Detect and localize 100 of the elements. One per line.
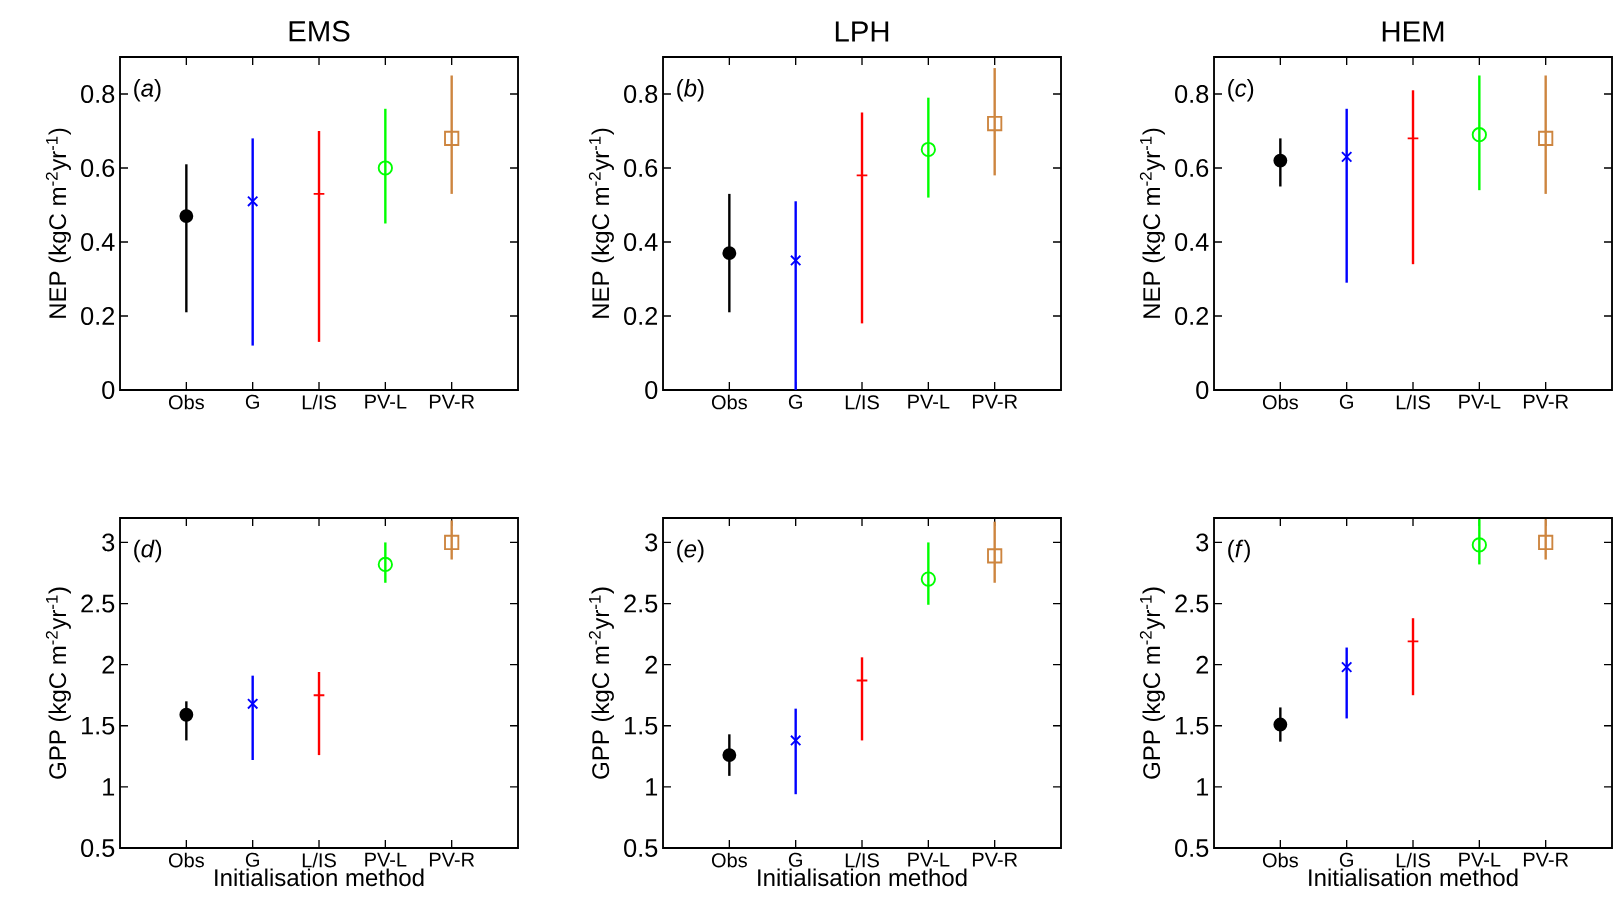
point	[377, 556, 393, 573]
y-tick-label: 2.5	[1175, 594, 1209, 613]
point	[179, 209, 194, 224]
y-tick-label: 0.5	[1175, 839, 1209, 857]
y-axis-title: GPP (kgC m$^{-2}$yr$^{-1}$)	[588, 587, 614, 779]
point	[987, 115, 1003, 132]
x-tick-label: L/IS	[302, 852, 336, 868]
x-tick-label: PV-R	[1523, 852, 1569, 867]
x-tick-label: G	[788, 394, 802, 409]
point	[987, 548, 1003, 564]
y-tick-label: 0.4	[81, 233, 115, 251]
annotation: (c)	[1228, 79, 1254, 102]
y-tick-label: 2.5	[81, 594, 115, 613]
point	[920, 141, 936, 158]
y-tick-label: 2.5	[624, 594, 658, 613]
x-tick-label: PV-L	[365, 852, 407, 867]
annotation: (d)	[134, 539, 162, 563]
y-axis-title: NEP (kgC m$^{-2}$yr$^{-1}$)	[45, 128, 71, 318]
annotation: (b)	[677, 79, 704, 102]
point	[179, 707, 194, 722]
y-tick-label: 0.8	[624, 85, 658, 103]
y-tick-label: 2	[645, 655, 658, 674]
y-tick-label: 0.4	[624, 233, 658, 251]
x-tick-label: G	[788, 852, 802, 867]
point	[1273, 717, 1288, 732]
y-tick-label: 0	[102, 381, 115, 399]
y-tick-label: 2	[1196, 655, 1209, 674]
y-tick-label: 3	[1196, 533, 1209, 552]
annotation: (f)	[1228, 539, 1250, 563]
point	[444, 534, 460, 551]
y-tick-label: 0.8	[1175, 85, 1209, 103]
x-tick-label: PV-R	[429, 394, 475, 409]
x-tick-label: G	[1339, 394, 1353, 409]
x-tick-label: L/IS	[1396, 852, 1430, 868]
point	[377, 160, 393, 176]
y-tick-label: 1	[103, 778, 115, 796]
y-tick-label: 0.2	[1175, 307, 1209, 325]
x-tick-label: G	[245, 852, 259, 867]
point	[722, 246, 737, 261]
point	[1341, 151, 1353, 163]
x-tick-label: PV-R	[972, 852, 1018, 867]
x-tick-label: Obs	[1262, 852, 1298, 868]
x-tick-label: L/IS	[845, 394, 879, 410]
point	[1538, 130, 1554, 146]
y-tick-label: 0.4	[1175, 233, 1209, 251]
y-axis-title: GPP (kgC m$^{-2}$yr$^{-1}$)	[1139, 587, 1165, 779]
x-tick-label: L/IS	[1396, 394, 1430, 410]
point	[1538, 534, 1554, 551]
point	[920, 571, 936, 587]
y-tick-label: 0.8	[81, 85, 115, 103]
y-tick-label: 0	[645, 381, 658, 399]
chart-title: HEM	[1382, 21, 1444, 42]
y-tick-label: 0.6	[81, 159, 115, 177]
x-tick-label: PV-L	[908, 394, 950, 409]
y-tick-label: 3	[102, 533, 115, 552]
x-tick-label: Obs	[168, 394, 204, 410]
y-tick-label: 0.5	[81, 839, 115, 857]
y-tick-label: 0.6	[624, 159, 658, 177]
x-tick-label: G	[1339, 852, 1353, 867]
y-tick-label: 0.6	[1175, 159, 1209, 177]
x-tick-label: PV-R	[972, 394, 1018, 409]
point	[247, 698, 259, 710]
y-axis-title: GPP (kgC m$^{-2}$yr$^{-1}$)	[45, 587, 71, 779]
point	[1341, 661, 1353, 673]
y-tick-label: 3	[645, 533, 658, 552]
y-tick-label: 1.5	[82, 716, 115, 735]
x-tick-label: Obs	[711, 852, 747, 868]
annotation: (a)	[134, 79, 161, 102]
y-tick-label: 0.2	[81, 307, 115, 325]
chart-title: LPH	[835, 21, 889, 42]
x-tick-label: L/IS	[302, 394, 336, 410]
x-tick-label: PV-L	[1459, 852, 1501, 867]
y-tick-label: 1.5	[1176, 716, 1209, 735]
annotation: (e)	[677, 539, 704, 563]
point	[247, 195, 259, 207]
x-tick-label: G	[245, 394, 259, 409]
y-tick-label: 1.5	[625, 716, 658, 735]
point	[1471, 537, 1487, 553]
y-tick-label: 1	[1197, 778, 1209, 796]
point	[790, 254, 802, 267]
x-tick-label: Obs	[168, 852, 204, 868]
x-tick-label: PV-L	[1459, 394, 1501, 409]
y-tick-label: 2	[102, 655, 115, 674]
x-tick-label: PV-R	[1523, 394, 1569, 409]
chart-title: EMS	[289, 20, 350, 42]
x-tick-label: PV-L	[365, 394, 407, 409]
point	[1273, 153, 1288, 168]
y-tick-label: 1	[646, 778, 658, 796]
point	[790, 734, 802, 747]
x-axis-title: Initialisation method	[215, 868, 424, 887]
y-tick-label: 0	[1196, 381, 1209, 399]
x-tick-label: L/IS	[845, 852, 879, 868]
x-tick-label: PV-L	[908, 852, 950, 867]
x-tick-label: PV-R	[429, 852, 475, 867]
x-axis-title: Initialisation method	[758, 868, 967, 887]
x-tick-label: Obs	[711, 394, 747, 410]
point	[1471, 127, 1487, 143]
x-tick-label: Obs	[1262, 394, 1298, 410]
point	[722, 748, 737, 763]
y-axis-title: NEP (kgC m$^{-2}$yr$^{-1}$)	[1139, 128, 1165, 318]
